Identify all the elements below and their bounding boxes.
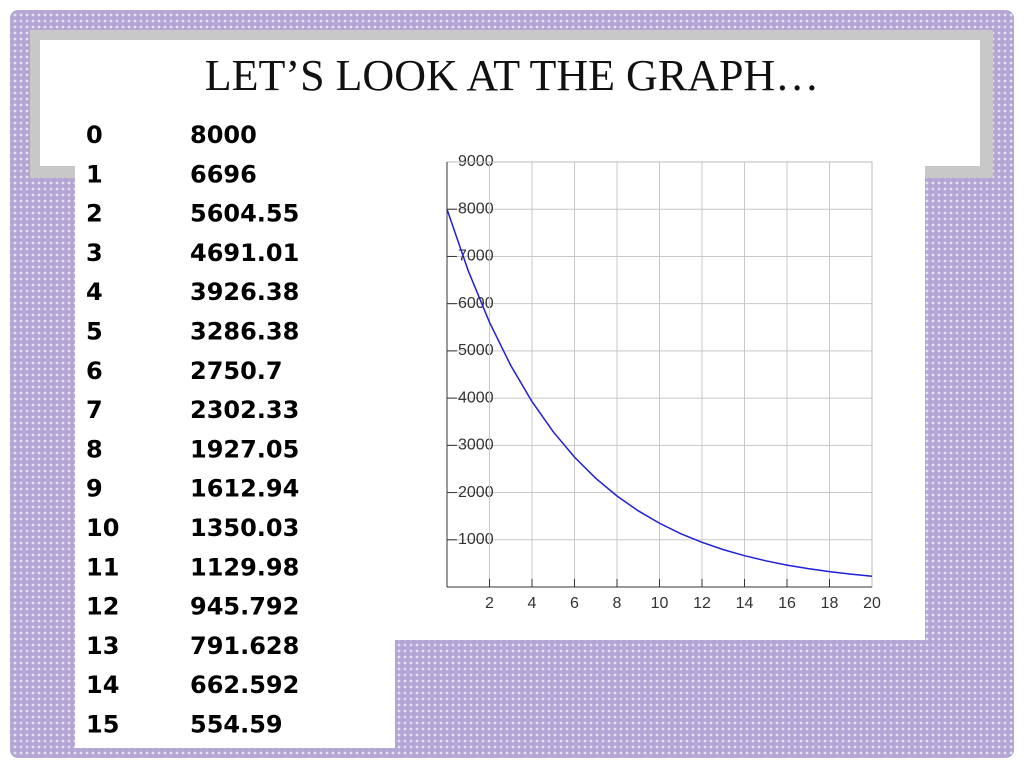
table-cell: 1129.98 (190, 553, 299, 581)
y-tick-label: 4000 (458, 389, 494, 406)
x-tick-label: 16 (778, 595, 796, 612)
table-cell: 15 (86, 711, 119, 739)
y-tick-label: 7000 (458, 248, 494, 265)
table-cell: 10 (86, 514, 119, 542)
y-tick-label: 2000 (458, 484, 494, 501)
table-cell: 0 (86, 121, 103, 149)
table-cell: 8 (86, 435, 103, 463)
y-tick-label: 3000 (458, 437, 494, 454)
x-tick-label: 2 (485, 595, 494, 612)
table-cell: 7 (86, 396, 103, 424)
table-cell: 14 (86, 671, 119, 699)
table-cell: 3 (86, 239, 103, 267)
x-tick-label: 10 (651, 595, 669, 612)
table-cell: 13 (86, 632, 119, 660)
table-cell: 2302.33 (190, 396, 299, 424)
x-tick-label: 18 (821, 595, 839, 612)
table-cell: 791.628 (190, 632, 299, 660)
x-tick-label: 12 (693, 595, 711, 612)
y-tick-label: 6000 (458, 295, 494, 312)
x-tick-label: 4 (528, 595, 537, 612)
slide-title: LET’S LOOK AT THE GRAPH… (205, 51, 819, 100)
data-table: 0 8000 1 6696 2 5604.55 3 4691.01 4 3926.38 5 3286.… (86, 121, 299, 739)
y-tick-label: 5000 (458, 342, 494, 359)
table-cell: 6696 (190, 160, 257, 188)
table-panel (75, 166, 395, 748)
table-cell: 12 (86, 593, 119, 621)
table-cell: 6 (86, 357, 103, 385)
x-tick-label: 20 (863, 595, 881, 612)
table-cell: 1612.94 (190, 475, 299, 503)
table-cell: 3286.38 (190, 318, 299, 346)
table-cell: 4691.01 (190, 239, 299, 267)
y-tick-label: 8000 (458, 200, 494, 217)
table-cell: 5 (86, 318, 103, 346)
table-cell: 1 (86, 160, 103, 188)
x-tick-label: 14 (736, 595, 754, 612)
table-cell: 5604.55 (190, 200, 299, 228)
table-cell: 4 (86, 278, 103, 306)
table-cell: 3926.38 (190, 278, 299, 306)
table-cell: 1350.03 (190, 514, 299, 542)
title-box (40, 40, 980, 166)
table-cell: 554.59 (190, 711, 283, 739)
table-cell: 662.592 (190, 671, 299, 699)
table-cell: 2 (86, 200, 103, 228)
table-cell: 11 (86, 553, 119, 581)
table-cell: 9 (86, 475, 103, 503)
data-line (446, 208, 873, 577)
table-cell: 2750.7 (190, 357, 283, 385)
table-cell: 945.792 (190, 593, 299, 621)
x-tick-label: 6 (570, 595, 579, 612)
table-cell: 1927.05 (190, 435, 299, 463)
x-tick-label: 8 (613, 595, 622, 612)
table-cell: 8000 (190, 121, 257, 149)
y-tick-label: 1000 (458, 531, 494, 548)
